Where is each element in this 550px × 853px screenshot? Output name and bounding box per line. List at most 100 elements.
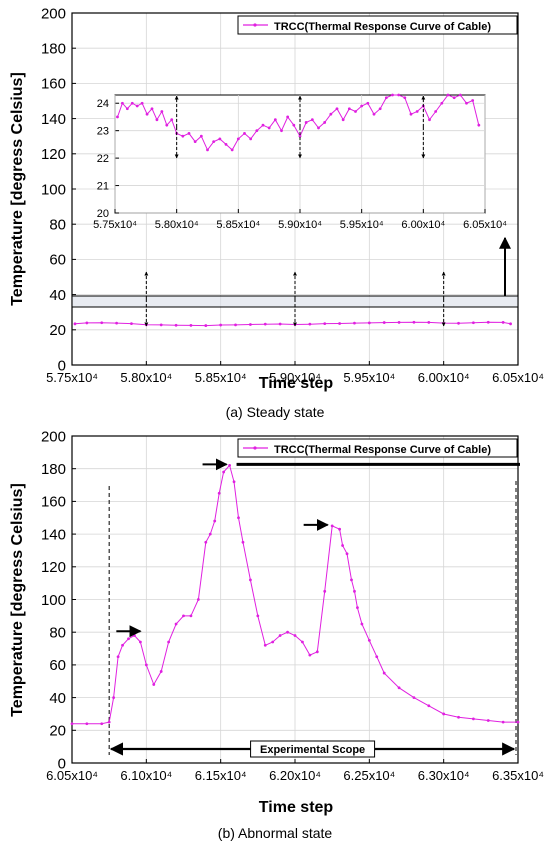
- data-point: [237, 516, 240, 520]
- data-point: [182, 614, 185, 618]
- data-point: [329, 112, 333, 116]
- data-point: [360, 104, 364, 108]
- data-point: [212, 140, 216, 144]
- x-tick-label: 6.25x10⁴: [343, 768, 395, 783]
- x-tick-labels: 6.05x10⁴ 6.10x10⁴ 6.15x10⁴ 6.20x10⁴ 6.25x10⁴…: [46, 768, 544, 783]
- x-tick-label: 5.85x10⁴: [216, 219, 260, 231]
- data-point: [286, 630, 289, 634]
- data-point: [145, 112, 149, 116]
- data-point: [167, 640, 171, 644]
- data-point: [412, 320, 416, 324]
- x-tick-label: 5.80x10⁴: [155, 219, 199, 231]
- data-point: [100, 321, 104, 325]
- data-point: [249, 578, 252, 582]
- data-point: [293, 634, 297, 637]
- data-point: [382, 321, 386, 324]
- y-tick-label: 200: [41, 5, 66, 22]
- y-tick-label: 21: [97, 180, 109, 192]
- y-tick-label: 23: [97, 126, 109, 138]
- data-point: [427, 704, 431, 708]
- data-point: [115, 321, 118, 325]
- data-point: [174, 323, 178, 327]
- data-point: [509, 322, 512, 326]
- data-point: [286, 115, 290, 119]
- data-point: [403, 96, 407, 100]
- y-tick-label: 40: [49, 287, 66, 304]
- x-tick-label: 5.75x10⁴: [93, 219, 137, 231]
- data-point: [397, 93, 401, 97]
- data-point: [323, 121, 327, 124]
- data-point: [409, 112, 413, 116]
- data-point: [471, 99, 475, 102]
- data-point: [230, 148, 234, 152]
- data-point: [465, 101, 468, 105]
- data-point: [222, 470, 226, 474]
- y-tick-label: 60: [49, 657, 66, 674]
- x-tick-label: 6.00x10⁴: [401, 219, 445, 231]
- data-point: [187, 132, 191, 135]
- y-tick-label: 22: [97, 153, 109, 165]
- inset: 20 21 22 23 24 5.75x10⁴ 5.80x10⁴ 5.85x10⁴ 5.90x…: [93, 93, 507, 231]
- data-point: [208, 532, 212, 536]
- inset-series-line: [116, 93, 481, 152]
- data-point: [234, 323, 237, 327]
- legend: TRCC(Thermal Response Curve of Cable): [237, 438, 518, 458]
- data-point: [130, 101, 134, 105]
- y-tick-labels: 0 20 40 60 80 100 120 140 160 180 200: [41, 5, 66, 374]
- y-tick-label: 0: [58, 357, 66, 374]
- data-point: [135, 104, 139, 108]
- x-tick-label: 5.95x10⁴: [343, 370, 395, 385]
- data-point: [116, 655, 120, 659]
- data-point: [384, 96, 388, 100]
- grid: [71, 435, 519, 764]
- data-point: [160, 110, 164, 113]
- data-point: [228, 464, 231, 467]
- x-tick-label: 5.80x10⁴: [120, 370, 172, 385]
- x-axis-label: Time step: [259, 375, 334, 392]
- data-point: [159, 670, 163, 673]
- y-tick-label: 20: [49, 723, 66, 740]
- x-tick-label: 6.05x10⁴: [492, 370, 544, 385]
- data-point: [155, 118, 159, 122]
- data-point: [301, 640, 304, 644]
- scope-label: Experimental Scope: [260, 744, 365, 756]
- data-point: [174, 622, 178, 626]
- data-point: [452, 96, 456, 100]
- data-point: [267, 126, 271, 130]
- data-point: [367, 638, 371, 642]
- data-point: [350, 578, 353, 582]
- legend-label: TRCC(Thermal Response Curve of Cable): [274, 21, 491, 33]
- data-point: [249, 137, 253, 141]
- data-point: [165, 123, 169, 127]
- data-point: [73, 322, 77, 326]
- x-tick-label: 5.85x10⁴: [195, 370, 247, 385]
- data-point: [271, 640, 275, 644]
- x-tick-label: 5.75x10⁴: [46, 370, 98, 385]
- x-tick-labels: 5.75x10⁴ 5.80x10⁴ 5.85x10⁴ 5.90x10⁴ 5.95x10⁴…: [46, 370, 544, 385]
- data-point: [196, 598, 200, 601]
- data-point: [140, 101, 144, 105]
- data-point: [434, 110, 438, 113]
- data-point: [315, 650, 319, 654]
- data-point: [338, 322, 341, 325]
- data-point: [273, 118, 277, 122]
- data-point: [367, 321, 371, 325]
- data-point: [338, 527, 341, 531]
- x-tick-label: 5.90x10⁴: [278, 219, 322, 231]
- data-point: [347, 107, 351, 111]
- data-point: [472, 321, 475, 325]
- y-axis-label: Temperature [degress Celsius]: [9, 483, 26, 717]
- y-tick-label: 100: [41, 592, 66, 609]
- data-point: [249, 323, 252, 326]
- data-point: [159, 323, 163, 327]
- data-point: [457, 715, 460, 719]
- data-point: [189, 324, 193, 327]
- legend-box: [237, 15, 518, 35]
- y-tick-label: 80: [49, 624, 66, 641]
- legend: TRCC(Thermal Response Curve of Cable): [237, 15, 518, 35]
- legend-marker: [253, 446, 257, 450]
- data-point: [486, 320, 490, 324]
- x-tick-label: 6.30x10⁴: [418, 768, 470, 783]
- legend-box: [237, 438, 518, 458]
